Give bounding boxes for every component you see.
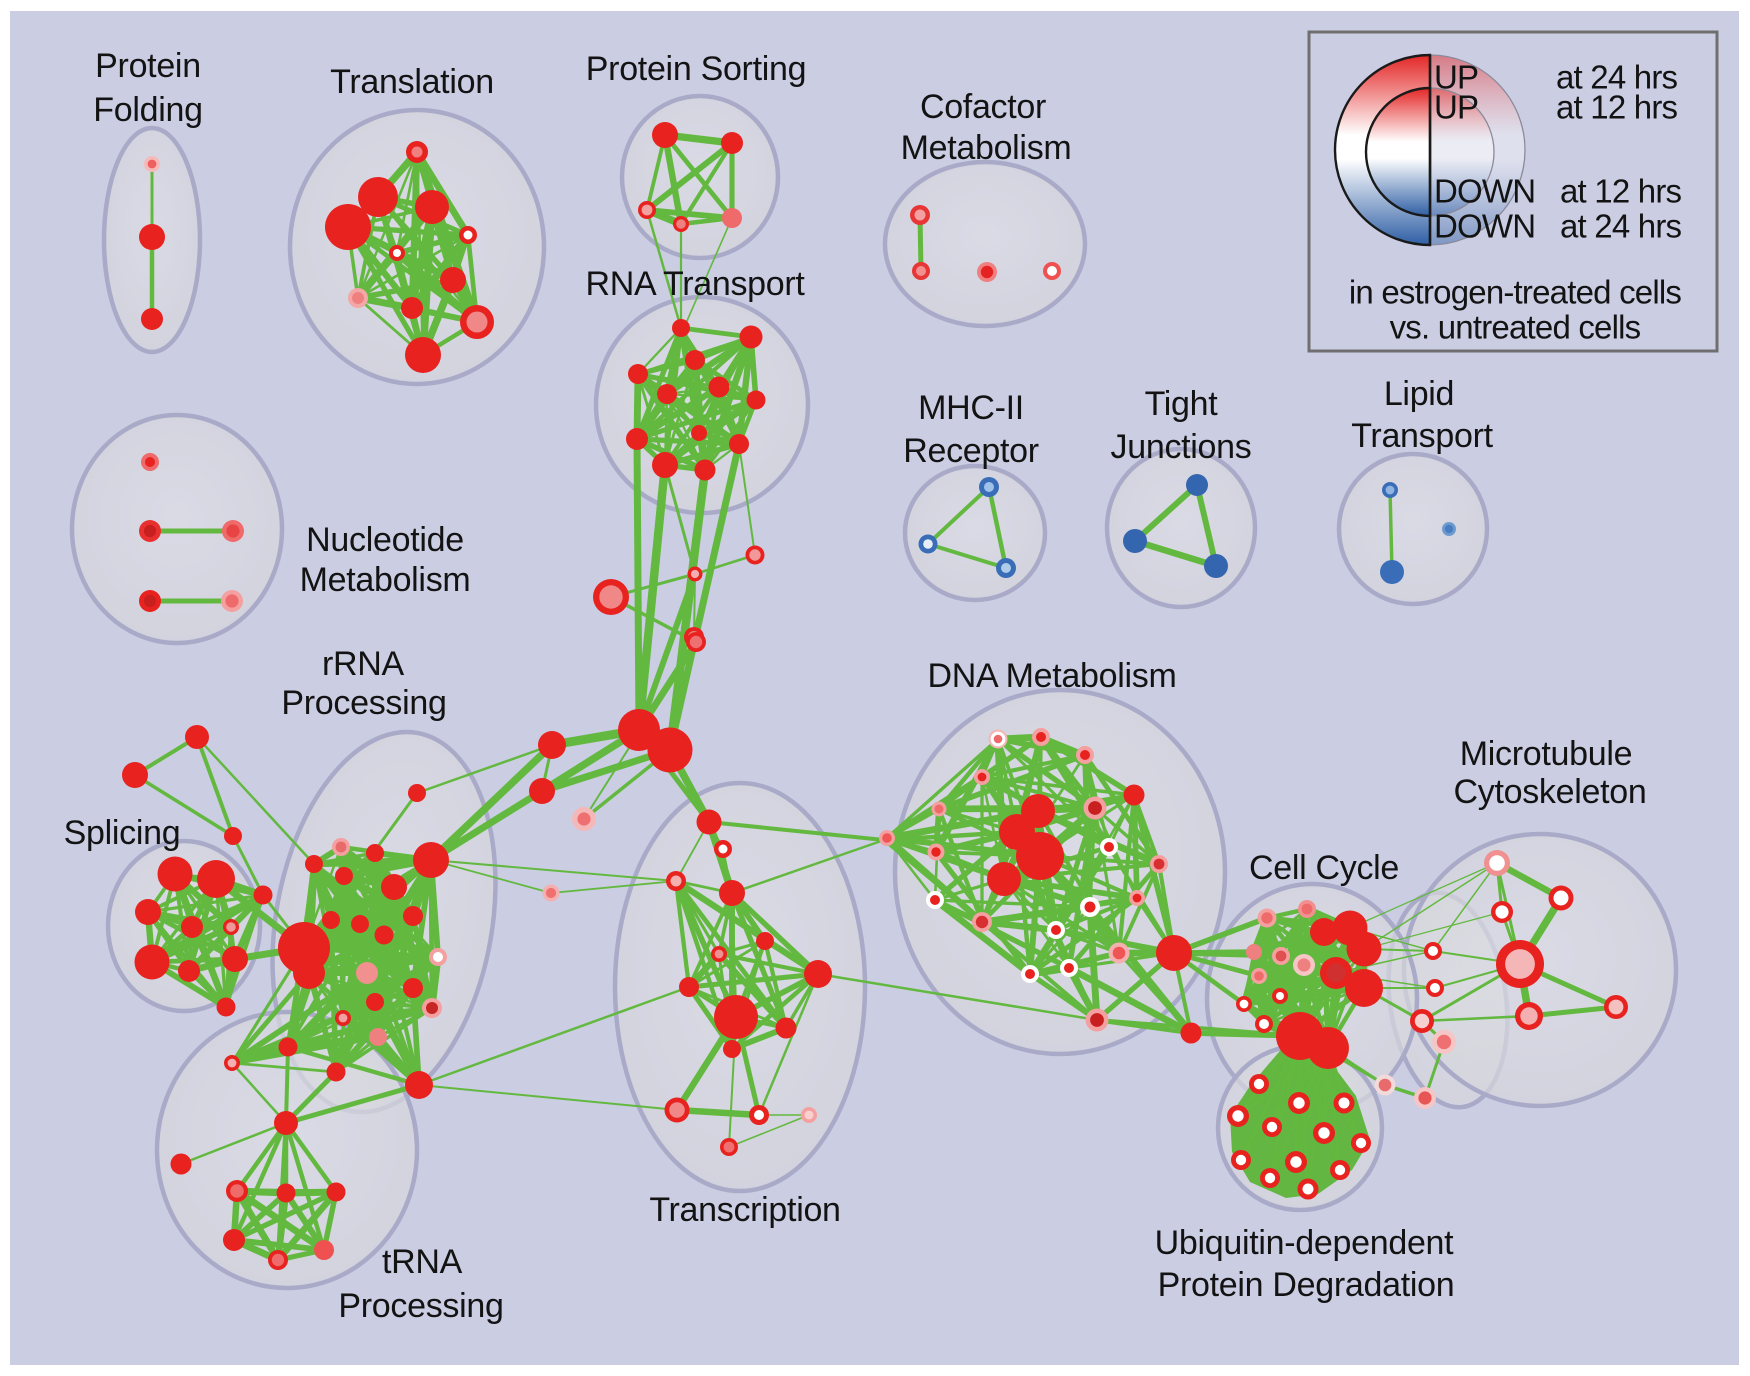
svg-text:Protein Sorting: Protein Sorting <box>586 50 806 88</box>
svg-text:Transcription: Transcription <box>649 1191 840 1229</box>
svg-text:tRNA: tRNA <box>382 1243 463 1281</box>
svg-text:Splicing: Splicing <box>64 814 181 852</box>
svg-text:Processing: Processing <box>338 1287 503 1325</box>
svg-text:Nucleotide: Nucleotide <box>306 521 464 559</box>
svg-text:Protein Degradation: Protein Degradation <box>1158 1266 1455 1304</box>
svg-text:Microtubule: Microtubule <box>1460 735 1632 773</box>
svg-text:DOWN: DOWN <box>1434 173 1535 210</box>
svg-text:at 12 hrs: at 12 hrs <box>1560 173 1682 210</box>
svg-text:Processing: Processing <box>281 684 446 722</box>
svg-text:MHC-II: MHC-II <box>918 389 1024 427</box>
svg-text:Protein: Protein <box>95 47 201 85</box>
svg-text:vs. untreated cells: vs. untreated cells <box>1390 309 1641 346</box>
svg-text:at 24 hrs: at 24 hrs <box>1560 208 1682 245</box>
svg-text:at 12 hrs: at 12 hrs <box>1556 89 1678 126</box>
svg-text:Transport: Transport <box>1351 417 1493 455</box>
svg-text:Lipid: Lipid <box>1384 375 1454 413</box>
svg-text:RNA Transport: RNA Transport <box>585 265 805 303</box>
svg-text:Cytoskeleton: Cytoskeleton <box>1454 773 1647 811</box>
svg-text:Tight: Tight <box>1145 385 1219 423</box>
svg-text:Junctions: Junctions <box>1111 428 1252 466</box>
svg-text:Cell Cycle: Cell Cycle <box>1249 849 1399 887</box>
svg-text:DNA Metabolism: DNA Metabolism <box>928 657 1177 695</box>
svg-text:Translation: Translation <box>330 63 494 101</box>
svg-text:Ubiquitin-dependent: Ubiquitin-dependent <box>1155 1224 1454 1262</box>
svg-text:Receptor: Receptor <box>903 432 1039 470</box>
svg-text:UP: UP <box>1434 59 1478 96</box>
svg-text:Metabolism: Metabolism <box>300 561 471 599</box>
svg-text:Folding: Folding <box>93 91 202 129</box>
svg-text:Cofactor: Cofactor <box>920 88 1046 126</box>
svg-text:UP: UP <box>1434 89 1478 126</box>
svg-text:at 24 hrs: at 24 hrs <box>1556 59 1678 96</box>
svg-text:in estrogen-treated cells: in estrogen-treated cells <box>1349 274 1681 311</box>
svg-text:DOWN: DOWN <box>1434 208 1535 245</box>
svg-text:rRNA: rRNA <box>322 645 405 683</box>
svg-text:Metabolism: Metabolism <box>901 129 1072 167</box>
